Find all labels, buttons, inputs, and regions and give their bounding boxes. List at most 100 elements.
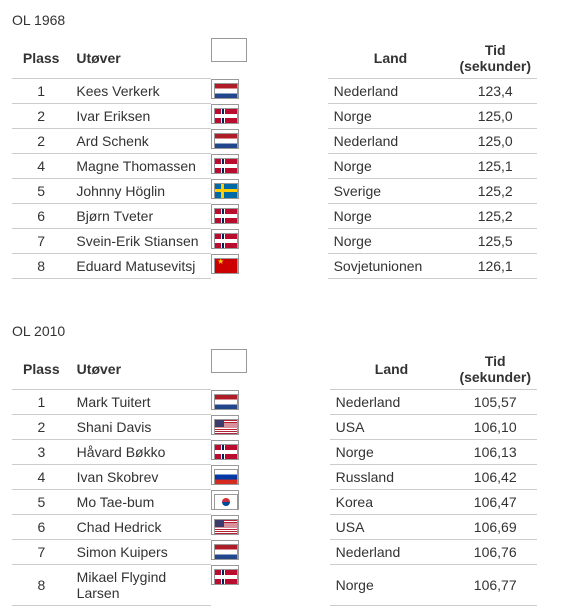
cell-plass: 5 — [12, 490, 71, 515]
column-header — [211, 38, 247, 62]
cell-utover: Mo Tae-bum — [71, 490, 211, 515]
results-table: PlassUtøver LandTid (sekunder) 1Mark Tuite… — [12, 349, 537, 606]
cell-utover: Bjørn Tveter — [70, 204, 211, 229]
cell-flag — [211, 565, 239, 585]
cell-land: Russland — [330, 465, 454, 490]
cell-plass: 7 — [12, 229, 70, 254]
flag-icon — [214, 83, 238, 99]
table-row: 6Bjørn TveterNorge125,2 — [12, 204, 537, 229]
cell-plass: 3 — [12, 440, 71, 465]
flag-icon — [214, 569, 238, 585]
cell-flag — [211, 390, 239, 410]
cell-land: USA — [330, 515, 454, 540]
cell-flag — [211, 79, 239, 99]
flag-icon — [214, 158, 238, 174]
cell-land: Norge — [330, 440, 454, 465]
cell-utover: Simon Kuipers — [71, 540, 211, 565]
table-row: 6Chad HedrickUSA106,69 — [12, 515, 537, 540]
table-row: 1Kees Verkerk Nederland123,4 — [12, 79, 537, 104]
cell-plass: 8 — [12, 565, 71, 606]
cell-flag — [211, 129, 239, 149]
cell-tid: 123,4 — [453, 79, 537, 104]
cell-utover: Magne Thomassen — [70, 154, 211, 179]
table-row: 7Simon KuipersNederland106,76 — [12, 540, 537, 565]
cell-tid: 125,5 — [453, 229, 537, 254]
flag-icon — [214, 419, 238, 435]
flag-icon — [214, 544, 238, 560]
cell-land: Sovjetunionen — [328, 254, 454, 279]
flag-icon — [214, 183, 238, 199]
cell-land: Norge — [328, 154, 454, 179]
cell-flag — [211, 490, 239, 510]
column-header: Tid (sekunder) — [453, 349, 537, 390]
flag-icon — [214, 133, 238, 149]
cell-plass: 2 — [12, 104, 70, 129]
cell-plass: 8 — [12, 254, 70, 279]
column-header: Plass — [12, 38, 70, 79]
section-title: OL 2010 — [12, 323, 563, 339]
cell-plass: 2 — [12, 129, 70, 154]
cell-tid: 106,13 — [453, 440, 537, 465]
cell-flag — [211, 154, 239, 174]
flag-icon — [214, 444, 238, 460]
cell-land: Nederland — [328, 79, 454, 104]
cell-utover: Johnny Höglin — [70, 179, 211, 204]
cell-utover: Svein-Erik Stiansen — [70, 229, 211, 254]
column-header: Land — [330, 349, 454, 390]
cell-land: Sverige — [328, 179, 454, 204]
cell-flag — [211, 179, 239, 199]
cell-tid: 125,0 — [453, 104, 537, 129]
table-row: 2Shani DavisUSA106,10 — [12, 415, 537, 440]
column-header: Utøver — [71, 349, 211, 390]
section-title: OL 1968 — [12, 12, 563, 28]
cell-utover: Chad Hedrick — [71, 515, 211, 540]
results-table: PlassUtøverLandTid (sekunder)1Kees Verke… — [12, 38, 537, 279]
cell-utover: Kees Verkerk — [70, 79, 211, 104]
cell-land: Nederland — [330, 540, 454, 565]
cell-utover: Mark Tuitert — [71, 390, 211, 415]
flag-icon — [214, 258, 238, 274]
cell-land: Nederland — [328, 129, 454, 154]
cell-utover: Håvard Bøkko — [71, 440, 211, 465]
section-spacer — [12, 279, 563, 319]
cell-tid: 125,2 — [453, 179, 537, 204]
cell-tid: 106,10 — [453, 415, 537, 440]
table-row: 5Johnny Höglin Sverige125,2 — [12, 179, 537, 204]
cell-plass: 6 — [12, 515, 71, 540]
cell-plass: 4 — [12, 465, 71, 490]
column-header: Land — [328, 38, 454, 79]
table-row: 7Svein-Erik StiansenNorge125,5 — [12, 229, 537, 254]
table-row: 2Ivar Eriksen Norge125,0 — [12, 104, 537, 129]
cell-tid: 106,42 — [453, 465, 537, 490]
cell-plass: 6 — [12, 204, 70, 229]
flag-icon — [214, 208, 238, 224]
cell-utover: Shani Davis — [71, 415, 211, 440]
table-row: 4Magne ThomassenNorge125,1 — [12, 154, 537, 179]
cell-tid: 105,57 — [453, 390, 537, 415]
cell-utover: Ivan Skobrev — [71, 465, 211, 490]
cell-tid: 125,1 — [453, 154, 537, 179]
column-header: Plass — [12, 349, 71, 390]
cell-utover: Mikael Flygind Larsen — [71, 565, 211, 606]
cell-tid: 106,47 — [453, 490, 537, 515]
column-header — [211, 349, 247, 373]
cell-land: Norge — [328, 104, 454, 129]
cell-plass: 1 — [12, 390, 71, 415]
table-row: 8Eduard MatusevitsjSovjetunionen126,1 — [12, 254, 537, 279]
table-row: 2Ard SchenkNederland125,0 — [12, 129, 537, 154]
cell-plass: 1 — [12, 79, 70, 104]
flag-icon — [214, 519, 238, 535]
cell-land: USA — [330, 415, 454, 440]
cell-flag — [211, 229, 239, 249]
cell-flag — [211, 204, 239, 224]
cell-utover: Ivar Eriksen — [70, 104, 211, 129]
column-header: Tid (sekunder) — [453, 38, 537, 79]
cell-tid: 106,77 — [453, 565, 537, 606]
cell-plass: 5 — [12, 179, 70, 204]
flag-icon — [214, 469, 238, 485]
cell-flag — [211, 515, 239, 535]
cell-plass: 7 — [12, 540, 71, 565]
flag-icon — [214, 394, 238, 410]
cell-utover: Ard Schenk — [70, 129, 211, 154]
cell-flag — [211, 415, 239, 435]
